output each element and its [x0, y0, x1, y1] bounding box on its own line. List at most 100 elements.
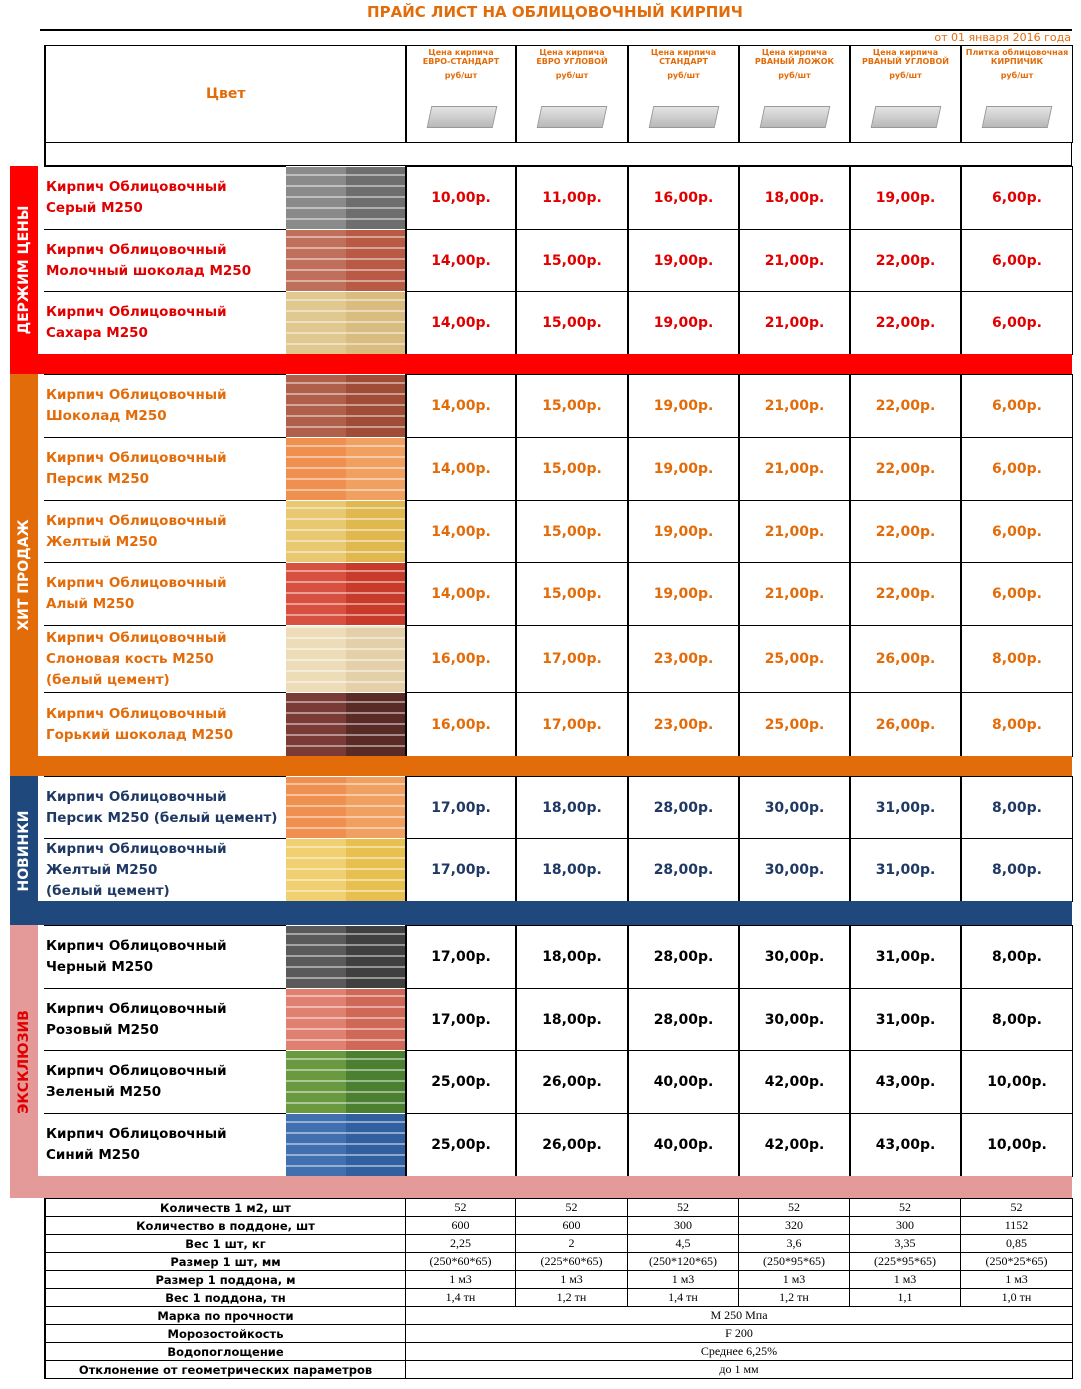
spec-value: 320: [738, 1216, 850, 1235]
brick-swatch: [286, 438, 346, 500]
brick-swatch: [346, 926, 406, 988]
group-label: НОВИНКИ: [16, 810, 32, 891]
name-line: Кирпич Облицовочный: [46, 304, 227, 320]
price: 17,00р.: [405, 925, 516, 989]
spec-value: 52: [849, 1198, 961, 1217]
price: 6,00р.: [960, 291, 1073, 355]
brick-swatch: [286, 839, 346, 901]
brick-swatch: [346, 375, 406, 437]
price: 23,00р.: [627, 692, 739, 757]
price: 28,00р.: [627, 838, 739, 902]
brick-name: Кирпич Облицовочный Персик М250: [44, 437, 286, 501]
name-line: Кирпич Облицовочный: [46, 450, 227, 466]
price: 22,00р.: [849, 229, 961, 292]
price: 19,00р.: [627, 291, 739, 355]
price: 19,00р.: [627, 562, 739, 626]
spec-label: Количество в поддоне, шт: [44, 1216, 406, 1235]
price: 16,00р.: [405, 625, 516, 693]
brick-swatch: [286, 292, 346, 354]
price: 42,00р.: [738, 1113, 850, 1177]
name-line: Слоновая кость М250: [46, 650, 214, 667]
price: 10,00р.: [405, 166, 516, 230]
name-line: Зеленый М250: [46, 1084, 162, 1100]
spec-value: 52: [627, 1198, 739, 1217]
price: 19,00р.: [627, 229, 739, 292]
brick-swatch: [346, 1114, 406, 1176]
brick-swatch: [286, 1051, 346, 1113]
brick-icon: [759, 106, 831, 128]
spec-label: Водопоглощение: [44, 1342, 406, 1361]
name-line: Кирпич Облицовочный: [46, 705, 227, 722]
group-band: ЭКСКЛЮЗИВ: [10, 925, 38, 1198]
price: 31,00р.: [849, 925, 961, 989]
price: 22,00р.: [849, 500, 961, 563]
price: 19,00р.: [627, 374, 739, 438]
group-label: ЭКСКЛЮЗИВ: [16, 1009, 32, 1114]
price: 22,00р.: [849, 437, 961, 501]
column-title: Цена кирпича: [872, 48, 939, 57]
price: 26,00р.: [849, 692, 961, 757]
price: 19,00р.: [627, 437, 739, 501]
spec-value: 600: [405, 1216, 516, 1235]
group-band: ХИТ ПРОДАЖ: [10, 374, 38, 776]
price: 18,00р.: [515, 925, 628, 989]
brick-icon: [870, 106, 942, 128]
price: 19,00р.: [627, 500, 739, 563]
price: 43,00р.: [849, 1113, 961, 1177]
brick-icon: [536, 106, 608, 128]
price: 17,00р.: [515, 692, 628, 757]
column-header: Цена кирпича ЕВРО-СТАНДАРТ руб/шт: [405, 45, 516, 143]
spec-value: (225*60*65): [515, 1252, 628, 1271]
price: 15,00р.: [515, 562, 628, 626]
brick-name: Кирпич Облицовочный Алый М250: [44, 562, 286, 626]
blank-row: [44, 142, 1072, 166]
brick-name: Кирпич Облицовочный Желтый М250: [44, 500, 286, 563]
price: 21,00р.: [738, 500, 850, 563]
spec-value: 52: [515, 1198, 628, 1217]
spec-value: 4,5: [627, 1234, 739, 1253]
price: 25,00р.: [738, 692, 850, 757]
spec-value: 1,0 тн: [960, 1288, 1073, 1307]
price: 40,00р.: [627, 1050, 739, 1114]
price: 21,00р.: [738, 437, 850, 501]
name-line: Кирпич Облицовочный: [46, 575, 227, 591]
brick-swatch: [286, 563, 346, 625]
price: 21,00р.: [738, 374, 850, 438]
spec-value: 1 м3: [960, 1270, 1073, 1289]
name-line: Кирпич Облицовочный: [46, 629, 227, 646]
price: 10,00р.: [960, 1113, 1073, 1177]
price: 11,00р.: [515, 166, 628, 230]
price: 25,00р.: [405, 1113, 516, 1177]
spec-value: 52: [738, 1198, 850, 1217]
brick-name: Кирпич Облицовочный Зеленый М250: [44, 1050, 286, 1114]
spec-value: 0,85: [960, 1234, 1073, 1253]
spec-value: (250*120*65): [627, 1252, 739, 1271]
spec-value: 300: [627, 1216, 739, 1235]
name-line: Сахара М250: [46, 325, 148, 341]
brick-swatch: [286, 1114, 346, 1176]
price: 28,00р.: [627, 776, 739, 839]
brick-icon: [426, 106, 498, 128]
brick-swatch: [346, 292, 406, 354]
price: 18,00р.: [515, 776, 628, 839]
name-line: Желтый М250: [46, 533, 158, 550]
price: 26,00р.: [515, 1113, 628, 1177]
price: 8,00р.: [960, 692, 1073, 757]
price: 31,00р.: [849, 988, 961, 1051]
price: 30,00р.: [738, 925, 850, 989]
title: ПРАЙС ЛИСТ НА ОБЛИЦОВОЧНЫЙ КИРПИЧ: [367, 3, 743, 21]
column-unit: руб/шт: [555, 71, 589, 80]
spec-value: F 200: [405, 1324, 1073, 1343]
spec-value: 600: [515, 1216, 628, 1235]
price: 14,00р.: [405, 291, 516, 355]
price: 14,00р.: [405, 229, 516, 292]
brick-swatch: [286, 167, 346, 229]
column-title: Цена кирпича: [761, 48, 828, 57]
group-bar: [38, 1176, 1072, 1198]
price: 15,00р.: [515, 500, 628, 563]
brick-swatch: [286, 926, 346, 988]
brick-swatch: [286, 626, 346, 692]
brick-name: Кирпич Облицовочный Персик М250 (белый це…: [44, 776, 286, 839]
price: 14,00р.: [405, 374, 516, 438]
price: 14,00р.: [405, 500, 516, 563]
